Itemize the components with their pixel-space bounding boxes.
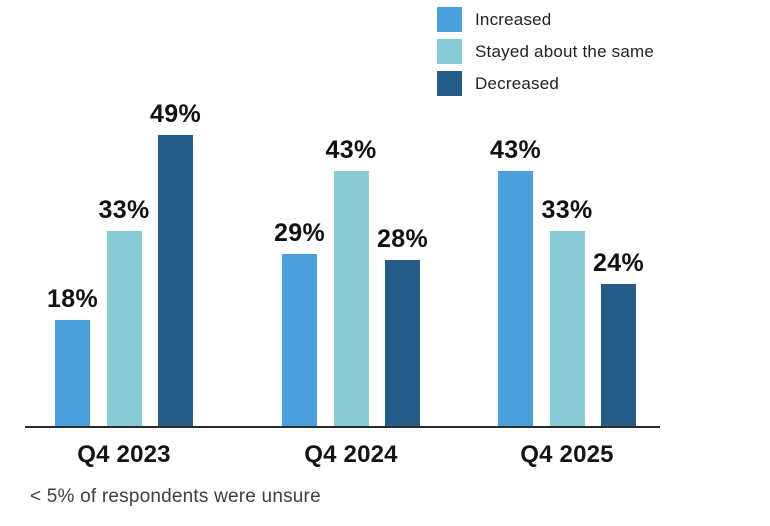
- bar-value-label: 43%: [490, 136, 541, 164]
- legend-item-decreased: Decreased: [437, 71, 654, 96]
- legend-label: Increased: [475, 9, 552, 29]
- legend-item-increased: Increased: [437, 7, 654, 32]
- bar-q4-2025-decreased: [601, 284, 636, 427]
- x-axis-label-q4-2023: Q4 2023: [77, 441, 171, 468]
- bar-q4-2024-increased: [282, 254, 317, 427]
- legend-swatch-increased: [437, 7, 462, 32]
- bar-value-label: 43%: [325, 136, 377, 164]
- legend-swatch-stayed-about-the-same: [437, 39, 462, 64]
- bar-q4-2024-decreased: [385, 260, 420, 427]
- bar-q4-2024-stayed-about-the-same: [333, 171, 369, 427]
- bar-q4-2023-increased: [55, 320, 90, 427]
- bar-value-label: 24%: [593, 249, 644, 277]
- legend-item-stayed-about-the-same: Stayed about the same: [437, 39, 654, 64]
- bar-q4-2025-stayed-about-the-same: [549, 231, 585, 427]
- legend-swatch-decreased: [437, 71, 462, 96]
- bar-value-label: 29%: [274, 219, 325, 247]
- legend-label: Stayed about the same: [475, 41, 655, 61]
- bar-value-label: 33%: [98, 196, 150, 224]
- bar-q4-2023-decreased: [158, 135, 193, 427]
- footnote: < 5% of respondents were unsure: [30, 486, 321, 507]
- chart-legend: Increased Stayed about the same Decreased: [437, 7, 654, 103]
- bar-value-label: 33%: [541, 196, 593, 224]
- bar-value-label: 18%: [47, 285, 98, 313]
- bar-value-label: 49%: [150, 100, 201, 128]
- x-axis-label-q4-2024: Q4 2024: [304, 441, 398, 468]
- legend-label: Decreased: [475, 73, 560, 93]
- x-axis-label-q4-2025: Q4 2025: [520, 441, 614, 468]
- bar-q4-2023-stayed-about-the-same: [106, 231, 142, 427]
- bar-value-label: 28%: [377, 225, 428, 253]
- x-axis-line: [25, 426, 660, 428]
- bar-q4-2025-increased: [498, 171, 533, 427]
